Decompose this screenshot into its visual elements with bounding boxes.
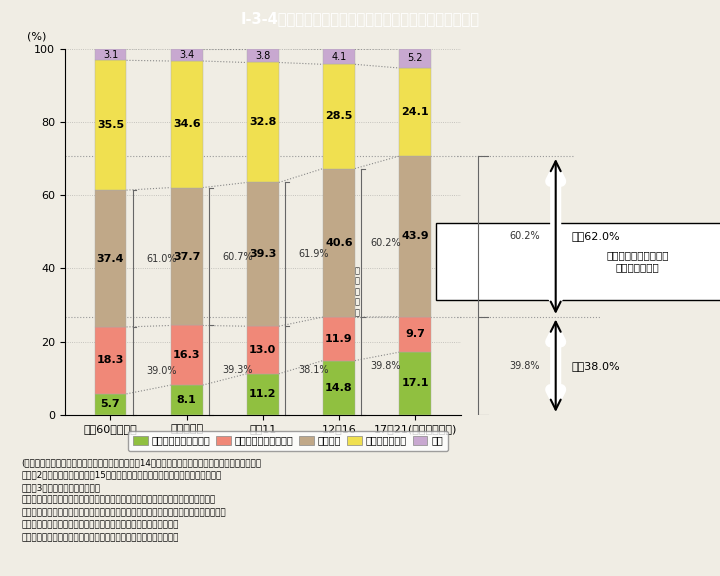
Bar — [399, 49, 431, 68]
Bar — [247, 183, 279, 326]
Text: 3.1: 3.1 — [103, 50, 118, 60]
Text: 60.7%: 60.7% — [222, 252, 253, 262]
Bar — [323, 361, 355, 415]
Text: 61.9%: 61.9% — [299, 249, 329, 259]
Text: 出
産
前
有
職: 出 産 前 有 職 — [355, 266, 360, 317]
Bar — [399, 156, 431, 317]
Text: 39.0%: 39.0% — [146, 366, 177, 376]
Text: 37.4: 37.4 — [96, 253, 125, 264]
Bar — [247, 48, 279, 62]
Bar — [94, 394, 127, 415]
Bar — [399, 317, 431, 352]
Bar — [171, 188, 202, 325]
Text: 11.9: 11.9 — [325, 334, 353, 344]
Text: 第１子出産前有職者の
出産後就業状況: 第１子出産前有職者の 出産後就業状況 — [606, 251, 669, 272]
Legend: 就業継続（育休利用）, 就業継続（育休なし）, 出産退職, 妎娠前から無職, 不詳: 就業継続（育休利用）, 就業継続（育休なし）, 出産退職, 妎娠前から無職, 不… — [128, 431, 448, 450]
Bar — [247, 374, 279, 415]
Bar — [94, 49, 127, 60]
Bar — [323, 169, 355, 317]
Bar — [399, 352, 431, 415]
Text: 28.5: 28.5 — [325, 111, 353, 122]
Bar — [323, 65, 355, 169]
Text: 24.1: 24.1 — [401, 107, 429, 117]
Text: 有肇38.0%: 有肇38.0% — [571, 361, 620, 371]
Text: I-3-4図　子供の出生年別第１子出産前後の妻の就業経歴: I-3-4図 子供の出生年別第１子出産前後の妻の就業経歴 — [240, 11, 480, 26]
Text: 39.3: 39.3 — [249, 249, 276, 259]
Text: 14.8: 14.8 — [325, 382, 353, 393]
Text: 61.0%: 61.0% — [146, 253, 177, 264]
Text: 40.6: 40.6 — [325, 238, 353, 248]
Text: 17.1: 17.1 — [401, 378, 429, 388]
Text: 無肇62.0%: 無肇62.0% — [571, 232, 620, 241]
Text: 43.9: 43.9 — [401, 232, 429, 241]
Text: 60.2%: 60.2% — [370, 238, 401, 248]
Text: 5.2: 5.2 — [408, 54, 423, 63]
Text: 11.2: 11.2 — [249, 389, 276, 399]
Text: 3.4: 3.4 — [179, 50, 194, 60]
Bar — [323, 50, 355, 65]
Text: (備考）１．　国立社会保障・人口問題研究所「第14回出生動向基本調査（夫婦調査）」より作成。
　　　2．　第１子が１歳以上15歳未満の子を持つ初婚どうし夫婦につ: (備考）１． 国立社会保障・人口問題研究所「第14回出生動向基本調査（夫婦調査）… — [22, 458, 262, 542]
Text: 37.7: 37.7 — [173, 252, 200, 262]
Text: 32.8: 32.8 — [249, 118, 276, 127]
Text: 9.7: 9.7 — [405, 329, 425, 339]
Bar — [94, 60, 127, 190]
Bar — [247, 326, 279, 374]
FancyBboxPatch shape — [436, 223, 720, 300]
Text: 3.8: 3.8 — [255, 51, 271, 60]
Text: 5.7: 5.7 — [101, 399, 120, 410]
Text: 16.3: 16.3 — [173, 350, 200, 360]
Bar — [171, 61, 202, 188]
Bar — [247, 62, 279, 183]
Text: 60.2%: 60.2% — [509, 232, 540, 241]
Y-axis label: (%): (%) — [27, 32, 47, 41]
Text: 35.5: 35.5 — [97, 120, 124, 130]
Text: 13.0: 13.0 — [249, 345, 276, 355]
Text: 39.8%: 39.8% — [370, 361, 400, 371]
Bar — [323, 317, 355, 361]
Bar — [171, 48, 202, 61]
Text: 18.3: 18.3 — [96, 355, 124, 365]
Text: 38.1%: 38.1% — [299, 365, 329, 376]
Bar — [171, 385, 202, 415]
Text: 39.8%: 39.8% — [509, 361, 539, 371]
Text: 8.1: 8.1 — [177, 395, 197, 405]
Bar — [94, 190, 127, 327]
Text: 39.3%: 39.3% — [222, 365, 253, 375]
Bar — [399, 68, 431, 156]
Text: 34.6: 34.6 — [173, 119, 200, 129]
Bar — [94, 327, 127, 394]
Text: 4.1: 4.1 — [331, 52, 346, 62]
Bar — [171, 325, 202, 385]
